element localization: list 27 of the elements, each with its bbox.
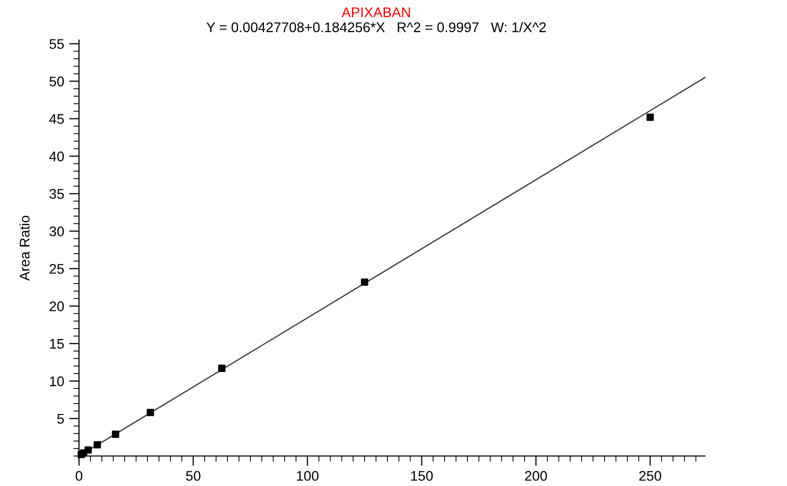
x-tick-label: 200 [525, 470, 547, 481]
y-tick-label: 25 [50, 264, 64, 274]
y-tick-label: 50 [50, 76, 64, 86]
y-tick-label: 55 [50, 39, 64, 49]
point [94, 441, 101, 448]
point [146, 408, 154, 416]
chart-subtitle: Y = 0.00427708+0.184256*X R^2 = 0.9997 W: 1/X^2 [206, 22, 546, 32]
chart-title: APIXABAN [342, 8, 410, 18]
y-axis-title: Area Ratio [19, 216, 30, 281]
y-tick-label: 20 [50, 301, 64, 312]
point [360, 278, 368, 286]
point [646, 114, 654, 121]
y-tick-label: 10 [50, 376, 64, 386]
point [112, 430, 120, 438]
y-tick-label: 35 [50, 188, 64, 199]
y-tick-label: 45 [49, 114, 64, 124]
x-tick-label: 50 [186, 470, 200, 481]
x-tick-label: 0 [76, 470, 82, 481]
y-tick-label: 5 [57, 414, 64, 424]
y-tick-label: 15 [50, 339, 64, 349]
point [218, 364, 226, 372]
y-tick-label: 40 [49, 152, 64, 162]
x-tick-label: 100 [296, 470, 319, 481]
y-tick-label: 30 [50, 226, 64, 236]
x-tick-label: 150 [411, 470, 433, 481]
point [84, 446, 92, 454]
x-tick-label: 250 [639, 470, 662, 481]
